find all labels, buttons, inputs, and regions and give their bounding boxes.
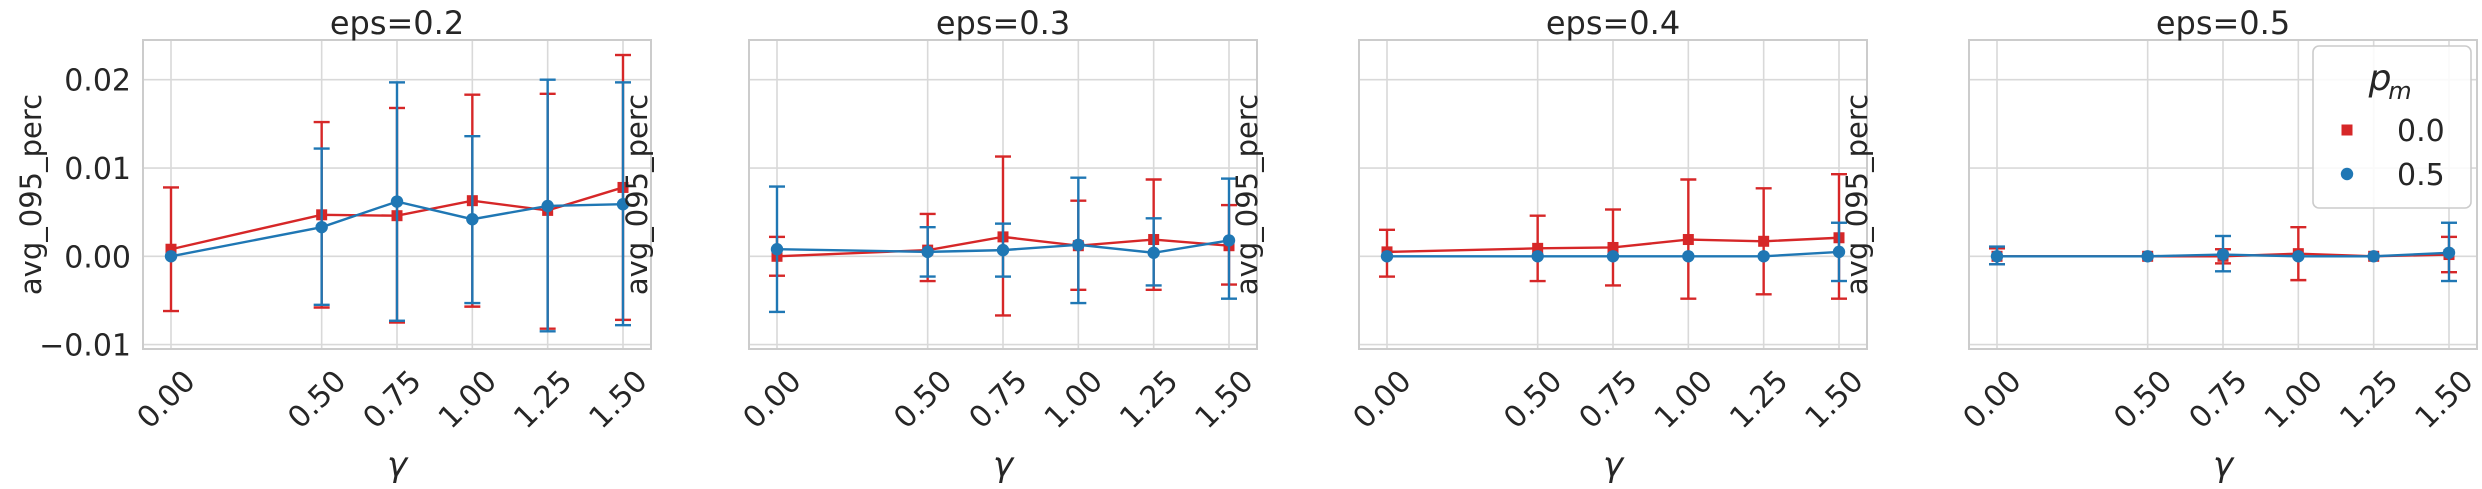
x-tick-label: 1.25 xyxy=(1723,364,1795,436)
x-tick-label: 0.50 xyxy=(887,364,959,436)
series-0.5 xyxy=(164,78,631,333)
x-tick-label: 0.00 xyxy=(1347,364,1419,436)
subplot-title: eps=0.5 xyxy=(2156,4,2290,42)
data-point xyxy=(1532,242,1544,254)
legend-title-subscript: m xyxy=(2388,77,2411,105)
x-tick-label: 0.00 xyxy=(1957,364,2029,436)
subplot-3: eps=0.4 avg_095_perc 0.00 0.50 0.75 1.00 1.25 1… xyxy=(1230,4,1871,485)
legend-box xyxy=(2312,45,2472,209)
series-line xyxy=(170,200,624,258)
data-point xyxy=(1606,250,1620,263)
y-tick-label: 0.02 xyxy=(64,64,131,99)
x-tick-label: 1.25 xyxy=(507,364,579,436)
series-line xyxy=(1386,236,1840,254)
subplot-1: eps=0.2avg_095_perc−0.010.000.010.020.00… xyxy=(14,4,655,485)
x-axis-label: γ xyxy=(2213,445,2235,485)
x-tick-label: 1.00 xyxy=(1648,364,1720,436)
x-tick-label: 1.00 xyxy=(432,364,504,436)
series-0.5 xyxy=(1989,221,2457,283)
x-tick-label: 0.00 xyxy=(131,364,203,436)
x-axis-label: γ xyxy=(1603,445,1625,485)
data-point xyxy=(466,213,479,226)
data-point xyxy=(1072,238,1085,252)
x-axis-label: γ xyxy=(387,445,409,485)
subplot-title: eps=0.3 xyxy=(936,4,1070,42)
data-point xyxy=(2216,248,2230,261)
plot-frame xyxy=(1358,39,1868,350)
data-point xyxy=(1682,234,1694,246)
y-axis-label: avg_095_perc xyxy=(1840,94,1874,295)
y-axis-label: avg_095_perc xyxy=(620,94,654,295)
x-tick-label: 0.75 xyxy=(963,364,1035,436)
legend-label: 0.0 xyxy=(2397,114,2445,149)
data-point xyxy=(165,243,177,255)
data-point xyxy=(2367,250,2380,263)
data-point xyxy=(1607,241,1619,253)
data-point xyxy=(1832,245,1846,259)
x-tick-label: 0.75 xyxy=(1573,364,1645,436)
subplot-title: eps=0.2 xyxy=(330,4,464,42)
y-axis-label: avg_095_perc xyxy=(14,94,48,295)
data-point xyxy=(164,250,178,263)
x-tick-label: 0.75 xyxy=(357,364,429,436)
legend-label: 0.5 xyxy=(2397,158,2445,193)
legend-marker-square xyxy=(2341,124,2353,136)
data-point xyxy=(1757,250,1770,263)
x-tick-label: 1.00 xyxy=(2258,364,2330,436)
x-axis-label: γ xyxy=(993,445,1015,485)
data-point xyxy=(390,195,404,208)
x-tick-label: 1.25 xyxy=(1113,364,1185,436)
x-tick-label: 0.50 xyxy=(1497,364,1569,436)
data-point xyxy=(1147,246,1160,259)
data-point xyxy=(1682,250,1695,263)
data-point xyxy=(2292,250,2305,263)
x-tick-label: 1.50 xyxy=(1189,364,1261,436)
data-point xyxy=(315,220,328,234)
y-tick-label: 0.00 xyxy=(64,240,131,275)
x-tick-label: 0.00 xyxy=(737,364,809,436)
legend-marker-circle xyxy=(2340,167,2354,181)
series-0.5 xyxy=(1380,221,1847,283)
x-tick-label: 0.75 xyxy=(2183,364,2255,436)
data-point xyxy=(1222,234,1236,247)
series-line xyxy=(776,239,1230,254)
x-tick-label: 1.50 xyxy=(2409,364,2481,436)
data-point xyxy=(921,245,934,259)
data-point xyxy=(616,198,630,211)
series-line xyxy=(1387,250,1840,258)
data-point xyxy=(1531,250,1544,263)
legend-title: p xyxy=(2368,58,2392,99)
subplot-title: eps=0.4 xyxy=(1546,4,1680,42)
data-point xyxy=(1990,250,2004,263)
data-point xyxy=(541,199,554,213)
data-point xyxy=(996,243,1010,257)
subplot-2: eps=0.3 avg_095_perc 0.00 0.50 0.75 1.00 1.25 1… xyxy=(620,4,1261,485)
plot-frame xyxy=(142,39,652,350)
x-tick-label: 1.25 xyxy=(2333,364,2405,436)
x-tick-label: 0.50 xyxy=(2107,364,2179,436)
y-tick-label: −0.01 xyxy=(39,329,131,364)
x-tick-label: 1.00 xyxy=(1038,364,1110,436)
data-point xyxy=(1380,250,1394,263)
data-point xyxy=(1758,235,1770,247)
legend: pm 0.0 0.5 xyxy=(2312,45,2472,209)
x-tick-label: 1.50 xyxy=(583,364,655,436)
x-tick-label: 1.50 xyxy=(1799,364,1871,436)
y-tick-label: 0.01 xyxy=(64,152,131,187)
data-point xyxy=(2141,250,2154,263)
data-point xyxy=(2442,246,2456,259)
plot-frame xyxy=(748,39,1258,350)
x-tick-label: 0.50 xyxy=(281,364,353,436)
plot-frame xyxy=(1968,39,2478,350)
data-point xyxy=(770,243,784,256)
series-line xyxy=(1997,251,2450,258)
series-0.5 xyxy=(769,176,1237,314)
y-axis-label: avg_095_perc xyxy=(1230,94,1264,295)
